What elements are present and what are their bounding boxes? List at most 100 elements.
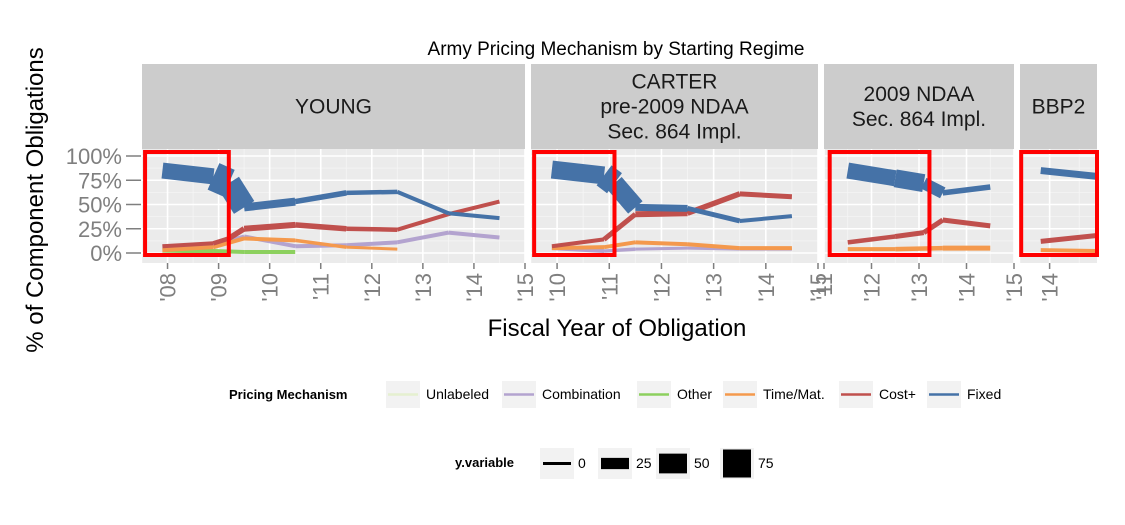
legend-label: Combination bbox=[542, 386, 621, 402]
series-fixed bbox=[1040, 167, 1097, 180]
line-segment bbox=[635, 210, 688, 218]
legend-label: Unlabeled bbox=[426, 386, 489, 402]
line-segment bbox=[602, 212, 637, 242]
line-segment bbox=[607, 176, 643, 214]
x-tick-label: '10 bbox=[545, 273, 570, 302]
series-timemat bbox=[1040, 248, 1097, 254]
facet-strip-label: BBP2 bbox=[1032, 96, 1086, 119]
line-segment bbox=[161, 162, 215, 185]
x-tick-label: '13 bbox=[411, 273, 436, 302]
line-segment bbox=[1040, 248, 1097, 254]
line-segment bbox=[294, 190, 347, 205]
series-timemat bbox=[162, 236, 398, 253]
x-tick-label: '08 bbox=[156, 273, 181, 302]
legend-label: 75 bbox=[758, 455, 774, 471]
panel-background bbox=[1020, 149, 1097, 263]
facet-strip bbox=[824, 64, 1014, 149]
line-segment bbox=[846, 162, 897, 187]
y-tick-label: 50% bbox=[78, 193, 122, 218]
line-segment bbox=[346, 189, 398, 196]
legend-title-pricing: Pricing Mechanism bbox=[229, 387, 347, 402]
line-segment bbox=[243, 221, 296, 232]
x-tick-label: '12 bbox=[360, 273, 385, 302]
x-tick-label: '12 bbox=[860, 273, 885, 302]
line-segment bbox=[448, 211, 500, 221]
panel-plot-area bbox=[531, 149, 818, 263]
x-tick-label: '14 bbox=[1038, 273, 1063, 302]
x-tick-label: '11 bbox=[812, 273, 837, 300]
line-segment bbox=[227, 226, 246, 241]
series-timemat bbox=[551, 240, 792, 251]
legend-label: 50 bbox=[694, 455, 710, 471]
line-segment bbox=[739, 191, 793, 200]
line-segment bbox=[603, 247, 636, 253]
line-segment bbox=[162, 241, 214, 249]
legend-label: Other bbox=[677, 386, 712, 402]
line-segment bbox=[1040, 233, 1097, 244]
line-segment bbox=[243, 197, 296, 212]
legend-label: 25 bbox=[636, 455, 652, 471]
line-segment bbox=[921, 177, 946, 199]
x-tick-label: '14 bbox=[955, 273, 980, 302]
line-segment bbox=[739, 214, 793, 223]
line-segment bbox=[346, 226, 398, 232]
facet-strip-label: 2009 NDAA bbox=[864, 83, 975, 106]
line-segment bbox=[294, 222, 347, 232]
y-axis-title: % of Component Obligations bbox=[22, 47, 49, 353]
facet-strip bbox=[1020, 64, 1097, 149]
line-segment bbox=[244, 236, 296, 243]
x-tick-label: '13 bbox=[702, 273, 727, 302]
line-segment bbox=[294, 238, 347, 249]
facet-strip bbox=[142, 64, 525, 149]
legend-label: Time/Mat. bbox=[763, 386, 825, 402]
y-tick-label: 100% bbox=[66, 144, 122, 169]
x-tick-label: '15 bbox=[513, 273, 538, 302]
panel-1: YOUNG '08 '09 '10 '11 '12 '13 '14 '15 bbox=[142, 64, 538, 302]
line-segment bbox=[635, 246, 688, 251]
highlight-box bbox=[532, 150, 617, 257]
line-segment bbox=[942, 184, 991, 196]
chart-title: Army Pricing Mechanism by Starting Regim… bbox=[428, 39, 805, 60]
x-tick-label: '15 bbox=[1002, 273, 1027, 302]
line-segment bbox=[207, 163, 235, 197]
x-tick-label: '14 bbox=[754, 273, 779, 302]
line-segment bbox=[396, 230, 449, 245]
line-segment bbox=[687, 242, 740, 251]
line-segment bbox=[396, 190, 450, 216]
line-segment bbox=[551, 245, 605, 251]
x-tick-label: '13 bbox=[907, 273, 932, 302]
line-segment bbox=[894, 230, 925, 239]
facet-strip-label: pre-2009 NDAA bbox=[600, 96, 748, 119]
line-segment bbox=[893, 169, 926, 193]
x-tick-label: '10 bbox=[258, 273, 283, 302]
line-segment bbox=[212, 236, 230, 246]
series-cost+ bbox=[847, 217, 991, 245]
line-segment bbox=[162, 245, 214, 253]
y-tick-label: 0% bbox=[90, 241, 122, 266]
line-segment bbox=[942, 217, 991, 229]
line-segment bbox=[396, 212, 449, 232]
x-tick-label: '11 bbox=[309, 273, 334, 300]
panel-4: BBP2 '14 bbox=[1019, 64, 1100, 302]
x-tick-label: '14 bbox=[462, 273, 487, 302]
line-segment bbox=[551, 237, 605, 249]
legend: Pricing Mechanism Unlabeled Combination Oth… bbox=[229, 381, 1001, 479]
facet-strip-label: Sec. 864 Impl. bbox=[607, 121, 741, 144]
legend-label: Fixed bbox=[967, 386, 1001, 402]
series-cost+ bbox=[1040, 233, 1097, 244]
x-tick-label: '11 bbox=[597, 273, 622, 300]
facet-strip-label: CARTER bbox=[632, 71, 718, 94]
line-segment bbox=[635, 240, 688, 247]
line-segment bbox=[218, 176, 255, 214]
line-segment bbox=[448, 230, 500, 240]
highlight-box bbox=[827, 150, 932, 257]
x-tick-label: '15 bbox=[806, 273, 831, 302]
panels-layer: 0%25%50%75%100% YOUNG '08 '09 '10 '11 '12 '13 '1… bbox=[66, 64, 1100, 302]
y-tick-label: 75% bbox=[78, 168, 122, 193]
highlight-box bbox=[143, 150, 231, 257]
y-tick-label: 25% bbox=[78, 217, 122, 242]
x-tick-label: '12 bbox=[649, 273, 674, 302]
